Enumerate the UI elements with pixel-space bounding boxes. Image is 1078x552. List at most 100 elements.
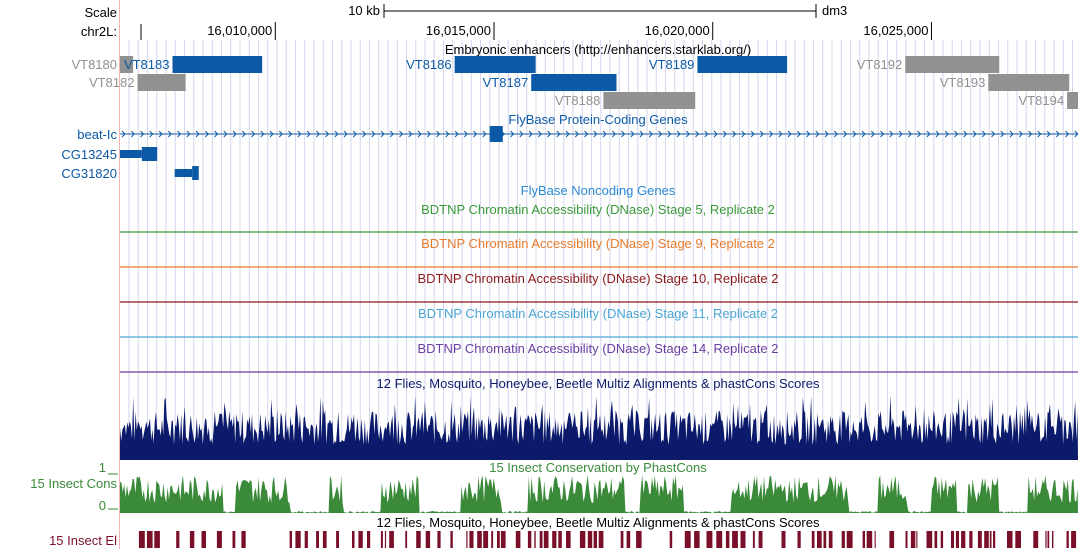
conserved-element <box>189 531 195 548</box>
ruler-tick-label: 16,010,000 <box>207 23 272 38</box>
strand-arrow <box>556 130 561 138</box>
conserved-element <box>862 531 865 548</box>
conserved-element <box>740 531 746 548</box>
strand-arrow <box>537 130 542 138</box>
enhancer-label-vt8187[interactable]: VT8187 <box>483 75 529 90</box>
strand-arrow <box>260 130 265 138</box>
scale-label: Scale <box>84 5 117 20</box>
strand-arrow <box>759 130 764 138</box>
conserved-element <box>817 531 822 548</box>
strand-arrow <box>695 130 700 138</box>
conserved-element <box>1033 531 1039 548</box>
enhancer-label-vt8186[interactable]: VT8186 <box>406 57 452 72</box>
conserved-element <box>725 531 730 548</box>
track-title-phastcons: 15 Insect Conservation by PhastCons <box>489 460 707 475</box>
strand-arrow <box>796 130 801 138</box>
strand-arrow <box>954 130 959 138</box>
conserved-element <box>497 531 500 548</box>
conserved-element <box>295 531 301 548</box>
conserved-element <box>176 531 180 548</box>
strand-arrow <box>149 130 154 138</box>
enhancer-label-vt8192[interactable]: VT8192 <box>857 57 903 72</box>
strand-arrow <box>158 130 163 138</box>
strand-arrow <box>177 130 182 138</box>
enhancer-block-vt8194[interactable] <box>1067 92 1078 109</box>
strand-arrow <box>426 130 431 138</box>
conserved-element <box>811 531 815 548</box>
strand-arrow <box>972 130 977 138</box>
strand-arrow <box>852 130 857 138</box>
conserved-element <box>477 531 482 548</box>
strand-arrow <box>214 130 219 138</box>
enhancer-block-vt8192[interactable] <box>905 56 1000 73</box>
enhancer-block-vt8193[interactable] <box>988 74 1070 91</box>
conserved-element <box>969 531 973 548</box>
conserved-element <box>579 531 586 548</box>
conserved-element <box>636 531 642 548</box>
enhancer-label-vt8183[interactable]: VT8183 <box>124 57 170 72</box>
chrom-label: chr2L: <box>81 24 117 39</box>
conserved-element <box>384 531 387 548</box>
conserved-element <box>989 531 992 548</box>
strand-arrow <box>297 130 302 138</box>
assembly-label: dm3 <box>822 3 847 18</box>
conserved-element <box>405 531 408 548</box>
strand-arrow <box>1046 130 1051 138</box>
enhancer-block-vt8183[interactable] <box>172 56 263 73</box>
phastcons-track-label[interactable]: 15 Insect Cons <box>30 476 117 491</box>
elements-track-label[interactable]: 15 Insect El <box>49 533 117 548</box>
ruler-tick-label: 16,020,000 <box>645 23 710 38</box>
strand-arrow <box>963 130 968 138</box>
track-title-dnase: BDTNP Chromatin Accessibility (DNase) St… <box>418 306 778 321</box>
strand-arrow <box>907 130 912 138</box>
conserved-element <box>1045 531 1047 548</box>
strand-arrow <box>195 130 200 138</box>
strand-arrow <box>408 130 413 138</box>
track-title-elements: 12 Flies, Mosquito, Honeybee, Beetle Mul… <box>377 515 820 530</box>
strand-arrow <box>685 130 690 138</box>
strand-arrow <box>658 130 663 138</box>
strand-arrow <box>315 130 320 138</box>
strand-arrow <box>732 130 737 138</box>
conserved-element <box>566 531 571 548</box>
enhancer-block-vt8189[interactable] <box>697 56 788 73</box>
enhancer-label-vt8182[interactable]: VT8182 <box>89 75 135 90</box>
strand-arrow <box>843 130 848 138</box>
enhancer-label-vt8189[interactable]: VT8189 <box>649 57 695 72</box>
strand-arrow <box>824 130 829 138</box>
strand-arrow <box>528 130 533 138</box>
conserved-element <box>500 531 506 548</box>
conserved-element <box>797 531 801 548</box>
strand-arrow <box>639 130 644 138</box>
strand-arrow <box>519 130 524 138</box>
track-title-noncoding-genes: FlyBase Noncoding Genes <box>521 183 676 198</box>
enhancer-label-vt8193[interactable]: VT8193 <box>940 75 986 90</box>
enhancer-label-vt8194[interactable]: VT8194 <box>1019 93 1065 108</box>
strand-arrow <box>130 130 135 138</box>
conserved-element <box>232 531 236 548</box>
enhancer-block-vt8187[interactable] <box>531 74 617 91</box>
gene-label-cg31820[interactable]: CG31820 <box>61 166 117 181</box>
strand-arrow <box>602 130 607 138</box>
enhancer-label-vt8188[interactable]: VT8188 <box>555 93 601 108</box>
enhancer-label-vt8180[interactable]: VT8180 <box>71 57 117 72</box>
gene-label-beat-ic[interactable]: beat-Ic <box>77 127 117 142</box>
conserved-element <box>146 531 153 548</box>
enhancer-block-vt8188[interactable] <box>603 92 696 109</box>
enhancer-block-vt8182[interactable] <box>137 74 186 91</box>
strand-arrow <box>445 130 450 138</box>
strand-arrow <box>362 130 367 138</box>
strand-arrow <box>463 130 468 138</box>
conserved-element <box>593 531 597 548</box>
enhancer-block-vt8180[interactable] <box>120 56 134 73</box>
conserved-element <box>977 531 982 548</box>
strand-arrow <box>611 130 616 138</box>
conserved-element <box>316 531 319 548</box>
conserved-element <box>304 531 308 548</box>
conserved-element <box>841 531 845 548</box>
strand-arrow <box>251 130 256 138</box>
gene-label-cg13245[interactable]: CG13245 <box>61 147 117 162</box>
enhancer-block-vt8186[interactable] <box>454 56 536 73</box>
conserved-element <box>367 531 371 548</box>
